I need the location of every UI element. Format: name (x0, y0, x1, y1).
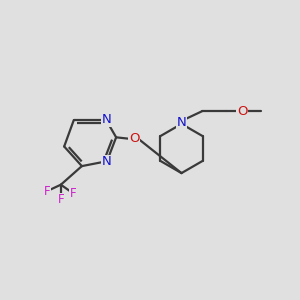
Text: O: O (129, 132, 140, 145)
Text: N: N (101, 113, 111, 126)
Text: N: N (102, 155, 112, 168)
Text: F: F (70, 187, 76, 200)
Text: F: F (44, 184, 51, 197)
Text: N: N (177, 116, 186, 129)
Text: O: O (237, 105, 248, 118)
Text: F: F (58, 193, 64, 206)
